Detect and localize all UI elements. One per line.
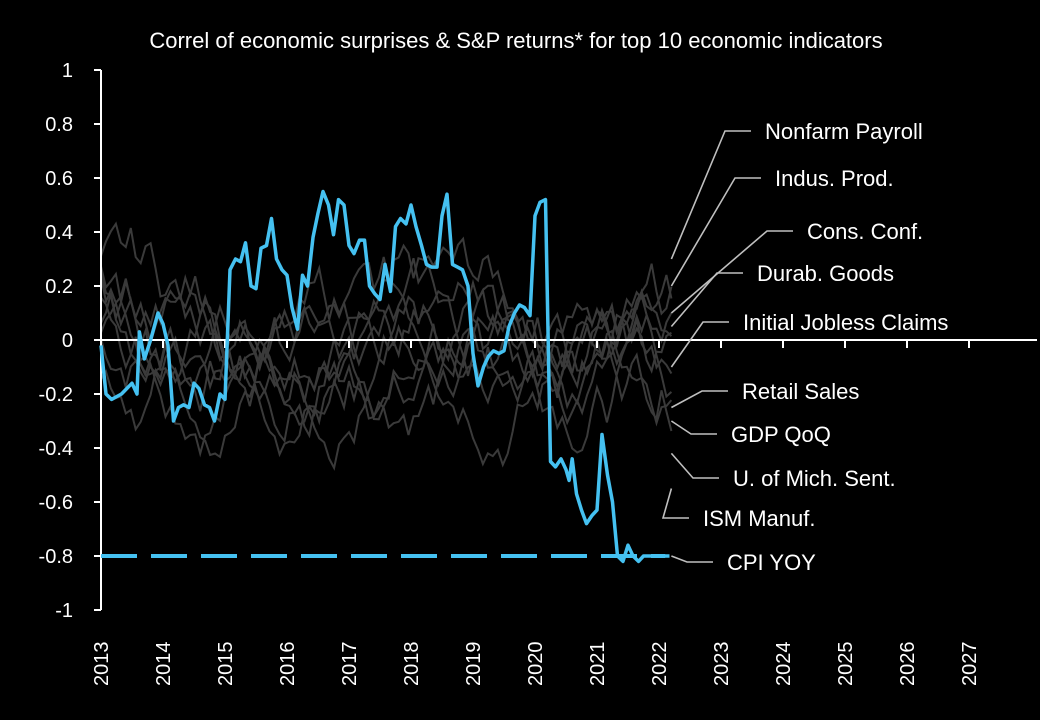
leader-line (670, 230, 793, 314)
series-label: Cons. Conf. (807, 219, 923, 244)
series-label: CPI YOY (727, 550, 816, 575)
x-tick-label: 2027 (959, 642, 981, 687)
series-label: Initial Jobless Claims (743, 310, 948, 335)
y-tick-labels: 1 0.8 0.6 0.4 0.2 0 -0.2 -0.4 -0.6 -0.8 -1 (39, 60, 73, 622)
background-series-line (100, 221, 673, 410)
x-tick-label: 2021 (587, 642, 609, 687)
x-tick-label: 2024 (773, 642, 795, 687)
leader-line (671, 390, 728, 409)
background-series-line (100, 236, 673, 458)
background-series-line (100, 281, 672, 444)
x-tick-labels: 2013 2014 2015 2016 2017 2018 2019 2020 2021 2022… (91, 642, 981, 687)
series-label: Retail Sales (742, 379, 859, 404)
series-label: ISM Manuf. (703, 506, 815, 531)
leader-line (670, 130, 751, 260)
series-label: Indus. Prod. (775, 166, 894, 191)
y-tick-label: -0.8 (39, 546, 73, 568)
y-tick-label: 0 (62, 330, 73, 352)
series-label: Nonfarm Payroll (765, 119, 923, 144)
x-tick-label: 2025 (835, 642, 857, 687)
leader-line (661, 488, 689, 519)
x-tick-label: 2022 (649, 642, 671, 687)
y-tick-label: 0.8 (45, 114, 73, 136)
leader-line (670, 321, 729, 368)
x-tick-label: 2019 (463, 642, 485, 687)
background-series-line (100, 274, 673, 471)
axes-group (94, 69, 1037, 611)
x-tick-label: 2013 (91, 642, 113, 687)
y-tick-label: 0.2 (45, 276, 73, 298)
series-label: U. of Mich. Sent. (733, 466, 896, 491)
y-tick-label: 1 (62, 60, 73, 82)
series-labels-group: Nonfarm Payroll Indus. Prod. Cons. Conf. Du… (661, 119, 948, 575)
background-series-line (100, 295, 673, 454)
y-tick-label: -0.6 (39, 492, 73, 514)
x-tick-label: 2026 (897, 642, 919, 687)
background-series-line (100, 276, 673, 439)
chart-title: Correl of economic surprises & S&P retur… (149, 28, 882, 53)
highlight-series-group (99, 189, 670, 564)
x-tick-label: 2020 (525, 642, 547, 687)
cpi-yoy-series-line (99, 189, 670, 564)
y-tick-label: 0.4 (45, 222, 73, 244)
series-label: GDP QoQ (731, 422, 831, 447)
background-series-line (100, 266, 673, 459)
x-tick-label: 2018 (401, 642, 423, 687)
y-tick-label: -0.2 (39, 384, 73, 406)
x-tick-label: 2023 (711, 642, 733, 687)
y-tick-label: -1 (55, 600, 73, 622)
x-tick-label: 2015 (215, 642, 237, 687)
leader-line (670, 452, 719, 479)
y-tick-label: -0.4 (39, 438, 73, 460)
y-tick-label: 0.6 (45, 168, 73, 190)
leader-line (670, 272, 743, 328)
leader-line (670, 420, 717, 435)
x-tick-label: 2017 (339, 642, 361, 687)
x-tick-label: 2016 (277, 642, 299, 687)
series-label: Durab. Goods (757, 261, 894, 286)
x-tick-label: 2014 (153, 642, 175, 687)
background-series-line (100, 284, 673, 421)
leader-line (671, 555, 713, 563)
leader-line (670, 177, 761, 287)
background-series-group (100, 221, 673, 471)
